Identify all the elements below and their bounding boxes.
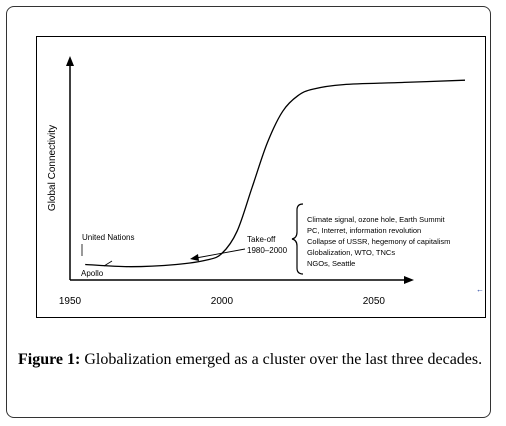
y-axis-arrow (66, 56, 74, 66)
x-tick-label-2050: 2050 (363, 296, 386, 307)
takeoff-arrow-line (195, 248, 246, 259)
x-tick-label-1950: 1950 (59, 296, 82, 307)
event-item: Globalization, WTO, TNCs (307, 248, 395, 257)
x-axis-arrow (404, 276, 414, 284)
marker-glyph: ← (476, 285, 484, 294)
figure-caption: Figure 1: Globalization emerged as a clu… (18, 349, 486, 370)
caption-text: Globalization emerged as a cluster over … (80, 351, 483, 368)
annotation-takeoff-line1: Take-off (247, 235, 276, 244)
x-tick-label-2000: 2000 (211, 296, 234, 307)
y-axis-label: Global Connectivity (47, 125, 58, 211)
annotation-apollo: Apollo (81, 269, 104, 278)
x-tick-labels: 1950 2000 2050 (59, 296, 386, 307)
annotation-takeoff-line2: 1980–2000 (247, 246, 288, 255)
event-item: Climate signal, ozone hole, Earth Summit (307, 215, 445, 224)
chart-border (36, 36, 486, 318)
apollo-pointer (103, 260, 113, 267)
events-list: Climate signal, ozone hole, Earth Summit… (307, 215, 450, 268)
events-brace (291, 203, 304, 275)
figure-frame (6, 6, 491, 418)
series-line (85, 79, 466, 268)
event-item: PC, Interret, information revolution (307, 226, 421, 235)
event-item: NGOs, Seattle (307, 259, 355, 268)
annotation-united-nations: United Nations (82, 233, 134, 242)
event-item: Collapse of USSR, hegemony of capitalism (307, 237, 450, 246)
takeoff-arrowhead (190, 254, 199, 261)
caption-label: Figure 1: (18, 351, 81, 368)
